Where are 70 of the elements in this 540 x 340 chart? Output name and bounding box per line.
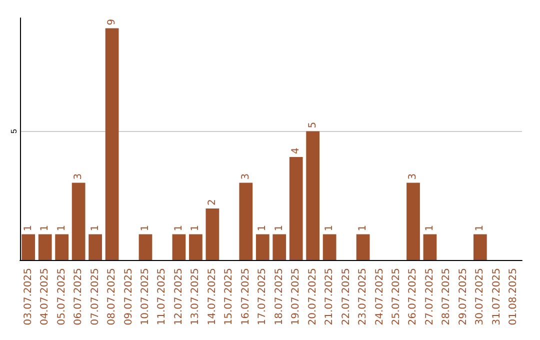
x-tick-label: 13.07.2025 [190, 268, 202, 326]
x-tick-label: 19.07.2025 [290, 268, 302, 326]
data-label: 1 [324, 224, 336, 232]
x-tick-label: 29.07.2025 [458, 268, 469, 326]
bar [239, 182, 253, 260]
x-tick-label: 14.07.2025 [206, 268, 218, 326]
x-tick-label: 27.07.2025 [424, 268, 436, 326]
data-label: 3 [73, 173, 84, 180]
x-tick-label: 06.07.2025 [73, 268, 84, 326]
bar [256, 234, 270, 260]
bar [22, 234, 36, 260]
x-tick-label: 21.07.2025 [324, 268, 336, 326]
x-tick-label: 24.07.2025 [374, 268, 386, 326]
x-tick-label: 23.07.2025 [358, 268, 369, 326]
bar [473, 234, 487, 260]
x-tick-label: 11.07.2025 [156, 268, 168, 326]
x-tick-label: 08.07.2025 [106, 268, 118, 326]
bar [138, 234, 152, 260]
bar [88, 234, 102, 260]
x-tick-label: 20.07.2025 [307, 268, 318, 326]
data-label: 1 [140, 224, 151, 232]
data-label: 1 [474, 224, 486, 232]
data-label: 3 [408, 173, 419, 180]
bar [423, 234, 437, 260]
data-label: 1 [257, 224, 268, 232]
data-label: 4 [290, 148, 302, 154]
x-tick-label: 30.07.2025 [474, 268, 486, 326]
data-label: 5 [307, 122, 318, 128]
x-tick-label: 15.07.2025 [224, 268, 235, 326]
x-tick-label: 05.07.2025 [56, 268, 68, 326]
x-tick-label: 04.07.2025 [40, 268, 51, 326]
data-label: 1 [56, 224, 68, 232]
bar [72, 182, 86, 260]
bar [356, 234, 370, 260]
x-tick-label: 18.07.2025 [274, 268, 285, 326]
bar [55, 234, 69, 260]
bar [105, 28, 119, 260]
data-label: 1 [190, 224, 202, 232]
data-label: 1 [22, 224, 34, 232]
bar [406, 182, 420, 260]
x-tick-label: 22.07.2025 [340, 268, 352, 326]
bar [189, 234, 202, 260]
data-label: 1 [173, 224, 184, 232]
x-tick-label: 10.07.2025 [140, 268, 151, 326]
data-label: 3 [240, 173, 252, 180]
x-tick-label: 03.07.2025 [22, 268, 34, 326]
x-tick-label: 12.07.2025 [173, 268, 184, 326]
x-tick-label: 28.07.2025 [441, 268, 452, 326]
data-label: 2 [206, 199, 218, 206]
bar [306, 131, 320, 260]
data-label: 1 [274, 224, 285, 232]
data-label: 1 [424, 224, 436, 232]
x-tick-label: 25.07.2025 [391, 268, 402, 326]
bar [289, 157, 303, 260]
bar [272, 234, 286, 260]
x-tick-label: 01.08.2025 [508, 268, 520, 326]
bar [172, 234, 186, 260]
bar [206, 208, 220, 260]
data-label: 1 [40, 224, 51, 232]
data-label: 1 [90, 224, 101, 232]
x-tick-label: 07.07.2025 [90, 268, 101, 326]
x-tick-label: 31.07.2025 [491, 268, 502, 326]
bar [322, 234, 336, 260]
x-tick-label: 09.07.2025 [123, 268, 134, 326]
data-label: 1 [358, 224, 369, 232]
bar [38, 234, 52, 260]
x-tick-label: 26.07.2025 [408, 268, 419, 326]
x-tick-label: 16.07.2025 [240, 268, 252, 326]
x-tick-label: 17.07.2025 [257, 268, 268, 326]
data-label: 9 [106, 18, 118, 26]
